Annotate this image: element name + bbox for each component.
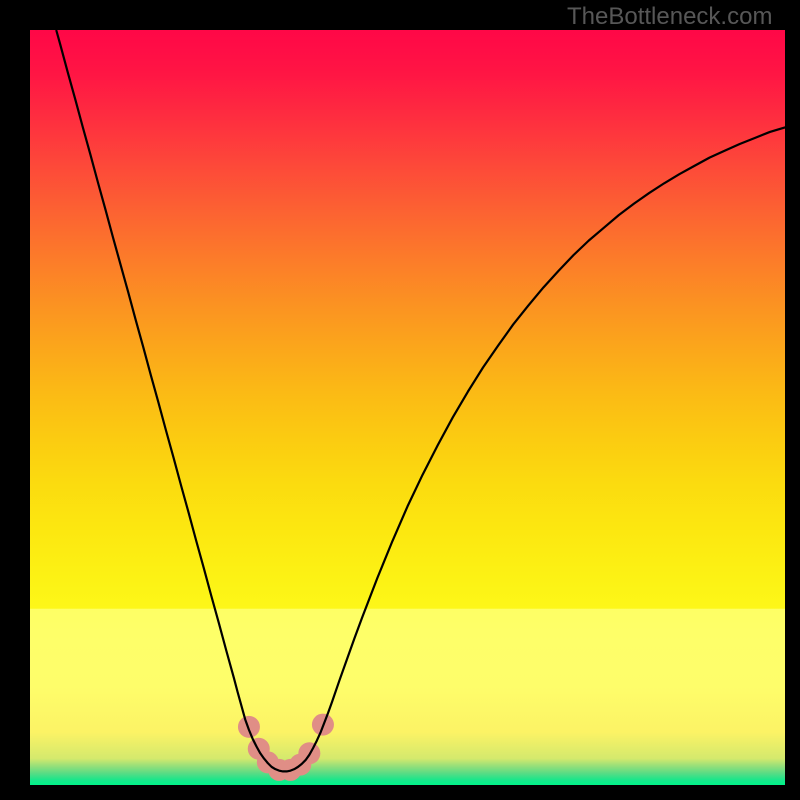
watermark-text: TheBottleneck.com	[567, 3, 772, 31]
gradient-background	[30, 30, 785, 785]
chart-plot	[0, 0, 800, 800]
